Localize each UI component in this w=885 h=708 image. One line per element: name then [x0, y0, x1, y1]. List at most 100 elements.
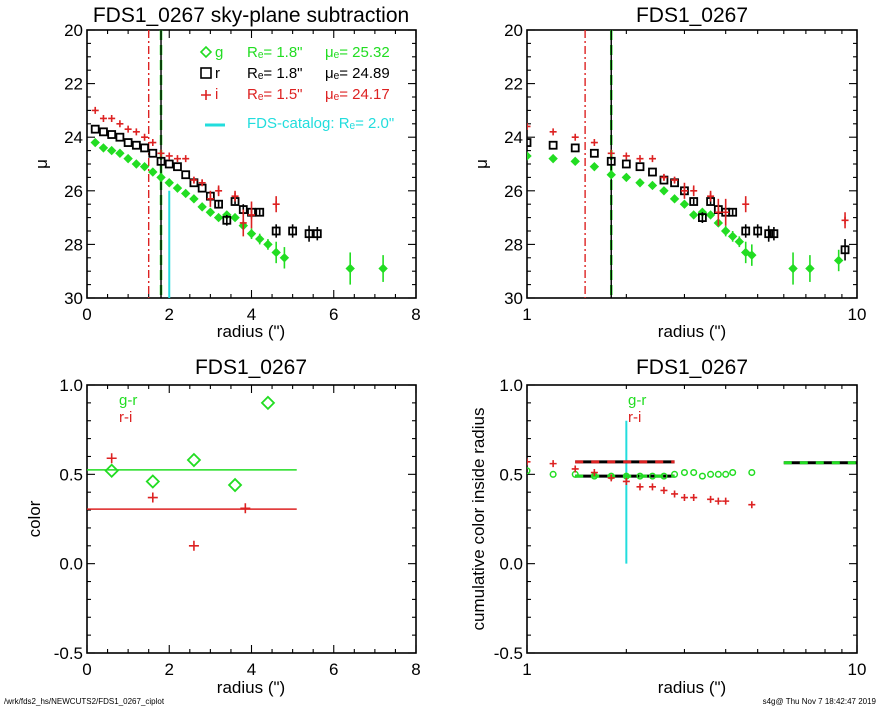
data-point-i	[648, 155, 656, 163]
x-tick-label: 8	[411, 660, 420, 679]
data-point-r	[304, 229, 314, 239]
x-axis-label: radius (")	[658, 322, 726, 341]
chart-title: FDS1_0267	[636, 356, 748, 379]
data-point-i	[590, 139, 598, 147]
footer-path: /wrk/fds2_hs/NEWCUTS2/FDS1_0267_ciplot	[4, 697, 165, 706]
data-point-i	[527, 122, 531, 130]
y-tick-label: 0.0	[499, 555, 523, 574]
data-point-r	[548, 140, 558, 150]
data-point-g	[197, 202, 207, 212]
y-tick-label: 24	[504, 128, 523, 147]
y-tick-label: 24	[64, 128, 83, 147]
y-tick-label: 20	[64, 21, 83, 40]
data-point-g-r	[186, 452, 202, 468]
plot-area	[527, 420, 857, 564]
data-point-r-i	[240, 503, 251, 514]
data-point-i	[722, 208, 730, 216]
data-point-r	[689, 197, 699, 206]
data-point-r	[123, 138, 133, 147]
data-point-i	[272, 200, 280, 208]
data-point-g	[669, 194, 680, 204]
data-point-i	[549, 128, 557, 136]
data-point-i	[660, 173, 668, 181]
data-point-r	[621, 159, 631, 169]
data-point-r	[769, 229, 779, 239]
x-tick-label: 1	[522, 305, 531, 324]
data-point-r	[741, 226, 751, 236]
y-tick-label: -0.5	[54, 644, 83, 663]
x-tick-label: 4	[247, 305, 256, 324]
data-point-g	[230, 212, 240, 223]
data-point-i	[622, 152, 630, 160]
data-point-g	[263, 239, 273, 250]
x-axis-label: radius (")	[217, 678, 285, 697]
data-point-g	[606, 170, 616, 180]
data-point-g-r	[104, 463, 119, 479]
x-tick-label: 10	[848, 305, 867, 324]
data-point-g-r	[722, 470, 730, 478]
data-point-g	[115, 148, 125, 158]
y-tick-label: 30	[504, 289, 523, 308]
data-point-g	[727, 231, 738, 242]
data-point-g-r	[690, 468, 698, 477]
y-tick-label: 0.5	[59, 465, 83, 484]
data-point-r-i	[671, 490, 679, 498]
data-point-g	[570, 156, 580, 167]
panel-profile-linear: FDS1_0267 sky-plane subtraction radius (…	[32, 4, 421, 341]
data-point-r	[99, 127, 108, 137]
data-point-g	[255, 234, 265, 244]
data-point-r-i	[707, 495, 715, 503]
data-point-r-i	[607, 474, 615, 482]
panel-cumulative-color-log: FDS1_0267 radius (") cumulative color in…	[469, 356, 866, 697]
data-point-g	[345, 263, 355, 274]
data-point-r-i	[590, 469, 598, 477]
data-point-r	[107, 130, 117, 139]
data-point-r	[131, 140, 141, 150]
data-point-r	[214, 199, 224, 209]
data-point-g	[659, 186, 669, 196]
data-point-g	[833, 255, 844, 266]
data-point-r-i	[714, 497, 722, 505]
data-point-g	[788, 263, 798, 274]
data-point-i	[141, 133, 149, 141]
data-point-g	[548, 153, 558, 164]
data-point-r-i	[636, 483, 644, 491]
data-point-r-i	[748, 501, 756, 509]
y-tick-label: 0.0	[59, 555, 83, 574]
panel-profile-log: FDS1_0267 radius (") μ 1 10 20 22 24 26 28 30	[472, 4, 866, 341]
legend-marker-g	[199, 45, 213, 59]
y-axis-label: color	[25, 500, 44, 537]
panel-color-linear: FDS1_0267 radius (") color g-r r-i 0 2 4 6 8…	[25, 356, 421, 697]
data-point-g-r	[671, 470, 679, 478]
data-point-i	[206, 195, 214, 203]
legend-g-r: g-r	[119, 392, 137, 409]
data-point-g	[246, 228, 257, 239]
y-tick-label: 20	[504, 21, 523, 40]
x-tick-label: 2	[165, 305, 174, 324]
data-point-r	[140, 143, 149, 153]
data-point-i	[165, 152, 173, 160]
plot-area	[527, 30, 850, 298]
data-point-g	[747, 250, 757, 260]
data-point-i	[157, 149, 165, 157]
data-point-g	[741, 247, 751, 258]
data-point-r	[648, 167, 657, 177]
data-point-g-r	[527, 467, 531, 475]
chart-title: FDS1_0267 sky-plane subtraction	[93, 4, 409, 27]
legend-re-r: Rₑ= 1.8"	[247, 65, 303, 82]
data-point-g	[98, 143, 109, 153]
data-point-g	[621, 172, 632, 183]
x-tick-label: 6	[329, 660, 338, 679]
data-point-g	[734, 237, 745, 247]
data-point-r	[271, 226, 281, 236]
data-point-i	[99, 114, 107, 122]
data-point-r	[527, 138, 532, 147]
data-point-g	[139, 161, 150, 172]
data-point-i	[690, 187, 698, 195]
data-point-g-r	[680, 468, 689, 477]
data-point-i	[680, 187, 688, 195]
data-point-r	[148, 148, 158, 158]
legend-band-i: i	[215, 86, 218, 103]
data-point-g	[131, 159, 142, 169]
data-point-g-r	[227, 477, 243, 493]
